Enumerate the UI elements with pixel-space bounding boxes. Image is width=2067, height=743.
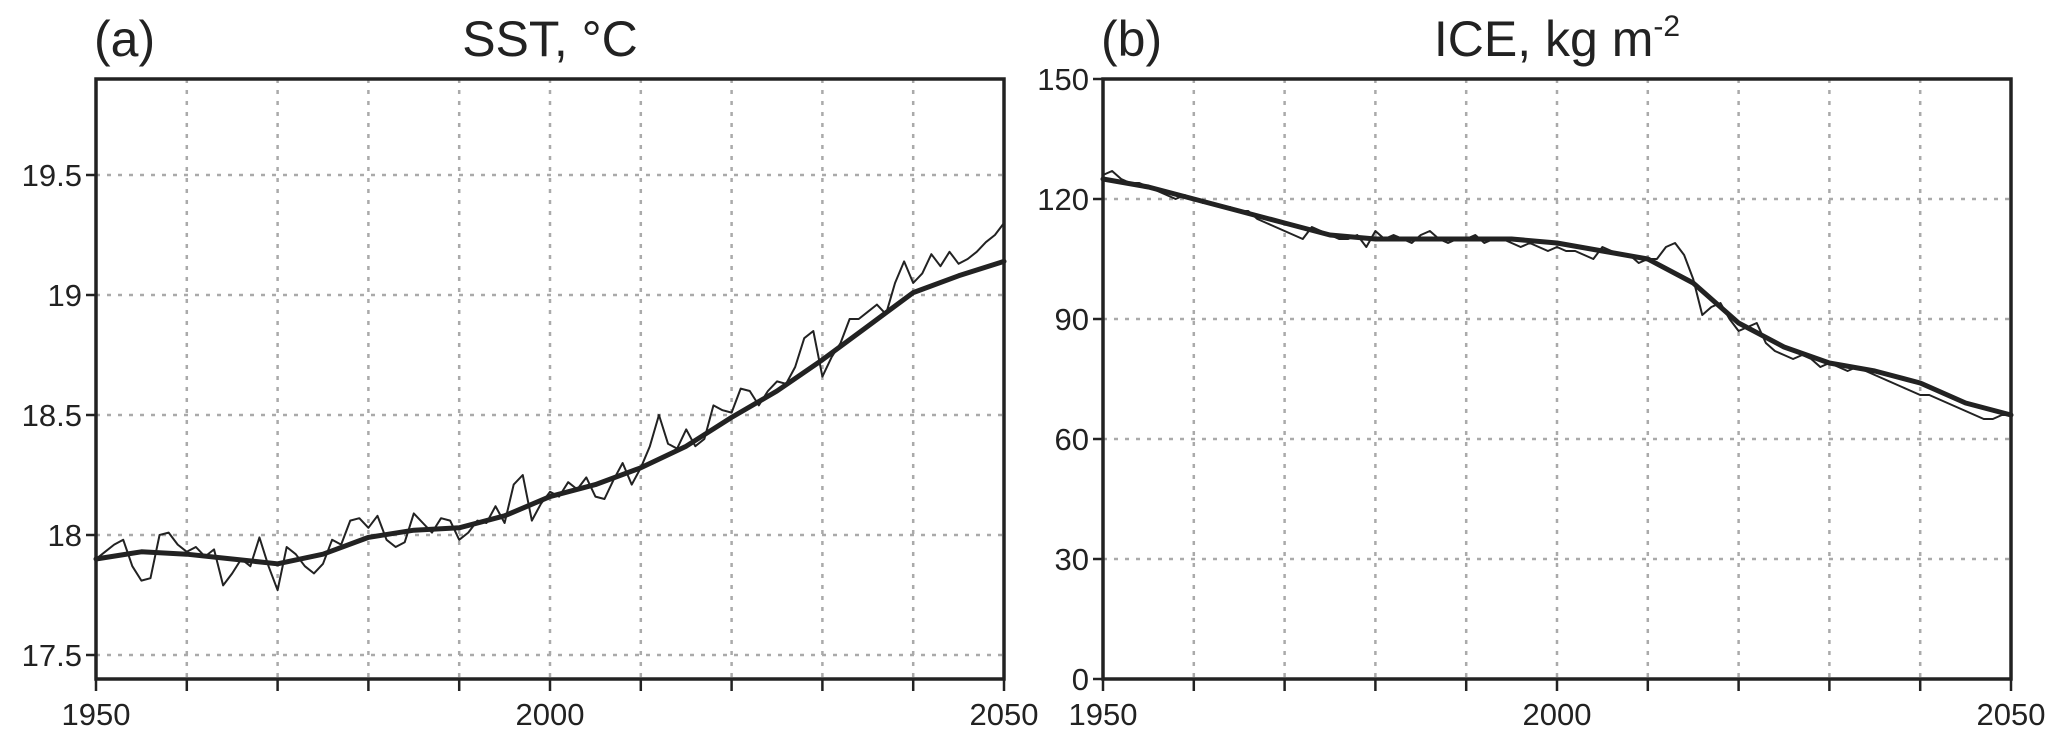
plot-frame (94, 77, 1006, 681)
x-tick-label: 2000 (1523, 697, 1592, 732)
plot-frame (1101, 77, 2013, 681)
panel-label: (a) (94, 11, 155, 67)
panel-label: (b) (1101, 11, 1162, 67)
y-tick-label: 17.5 (22, 638, 82, 673)
x-tick-label: 2050 (970, 697, 1039, 732)
x-tick-label: 2000 (516, 697, 585, 732)
chart-title: SST, °C (462, 11, 638, 67)
data-line (93, 258, 1007, 567)
title-text: ICE, kg m (1434, 11, 1653, 67)
y-tick-label: 19.5 (22, 158, 82, 193)
y-tick-label: 150 (1037, 62, 1089, 97)
x-tick-label: 1950 (62, 697, 131, 732)
data-line (95, 222, 1005, 592)
x-tick-label: 1950 (1069, 697, 1138, 732)
data-line (1100, 176, 2014, 418)
title-text: SST, °C (462, 11, 638, 67)
y-tick-label: 90 (1055, 302, 1089, 337)
title-superscript: -2 (1653, 10, 1680, 43)
chart-title: ICE, kg m-2 (1434, 10, 1680, 67)
x-tick-label: 2050 (1977, 697, 2046, 732)
panel: 0 30 60 90 120 150 1950 2000 2050 (b) ICE, kg m-2 (1037, 10, 2045, 732)
y-tick-label: 30 (1055, 542, 1089, 577)
y-tick-label: 120 (1037, 182, 1089, 217)
y-tick-label: 18 (48, 518, 82, 553)
y-tick-label: 60 (1055, 422, 1089, 457)
y-tick-label: 18.5 (22, 398, 82, 433)
y-tick-label: 19 (48, 278, 82, 313)
panel: 17.5 18 18.5 19 19.5 1950 2000 2050 (a) SST, °C (22, 11, 1039, 732)
y-tick-label: 0 (1072, 662, 1089, 697)
data-line (1102, 170, 2012, 420)
